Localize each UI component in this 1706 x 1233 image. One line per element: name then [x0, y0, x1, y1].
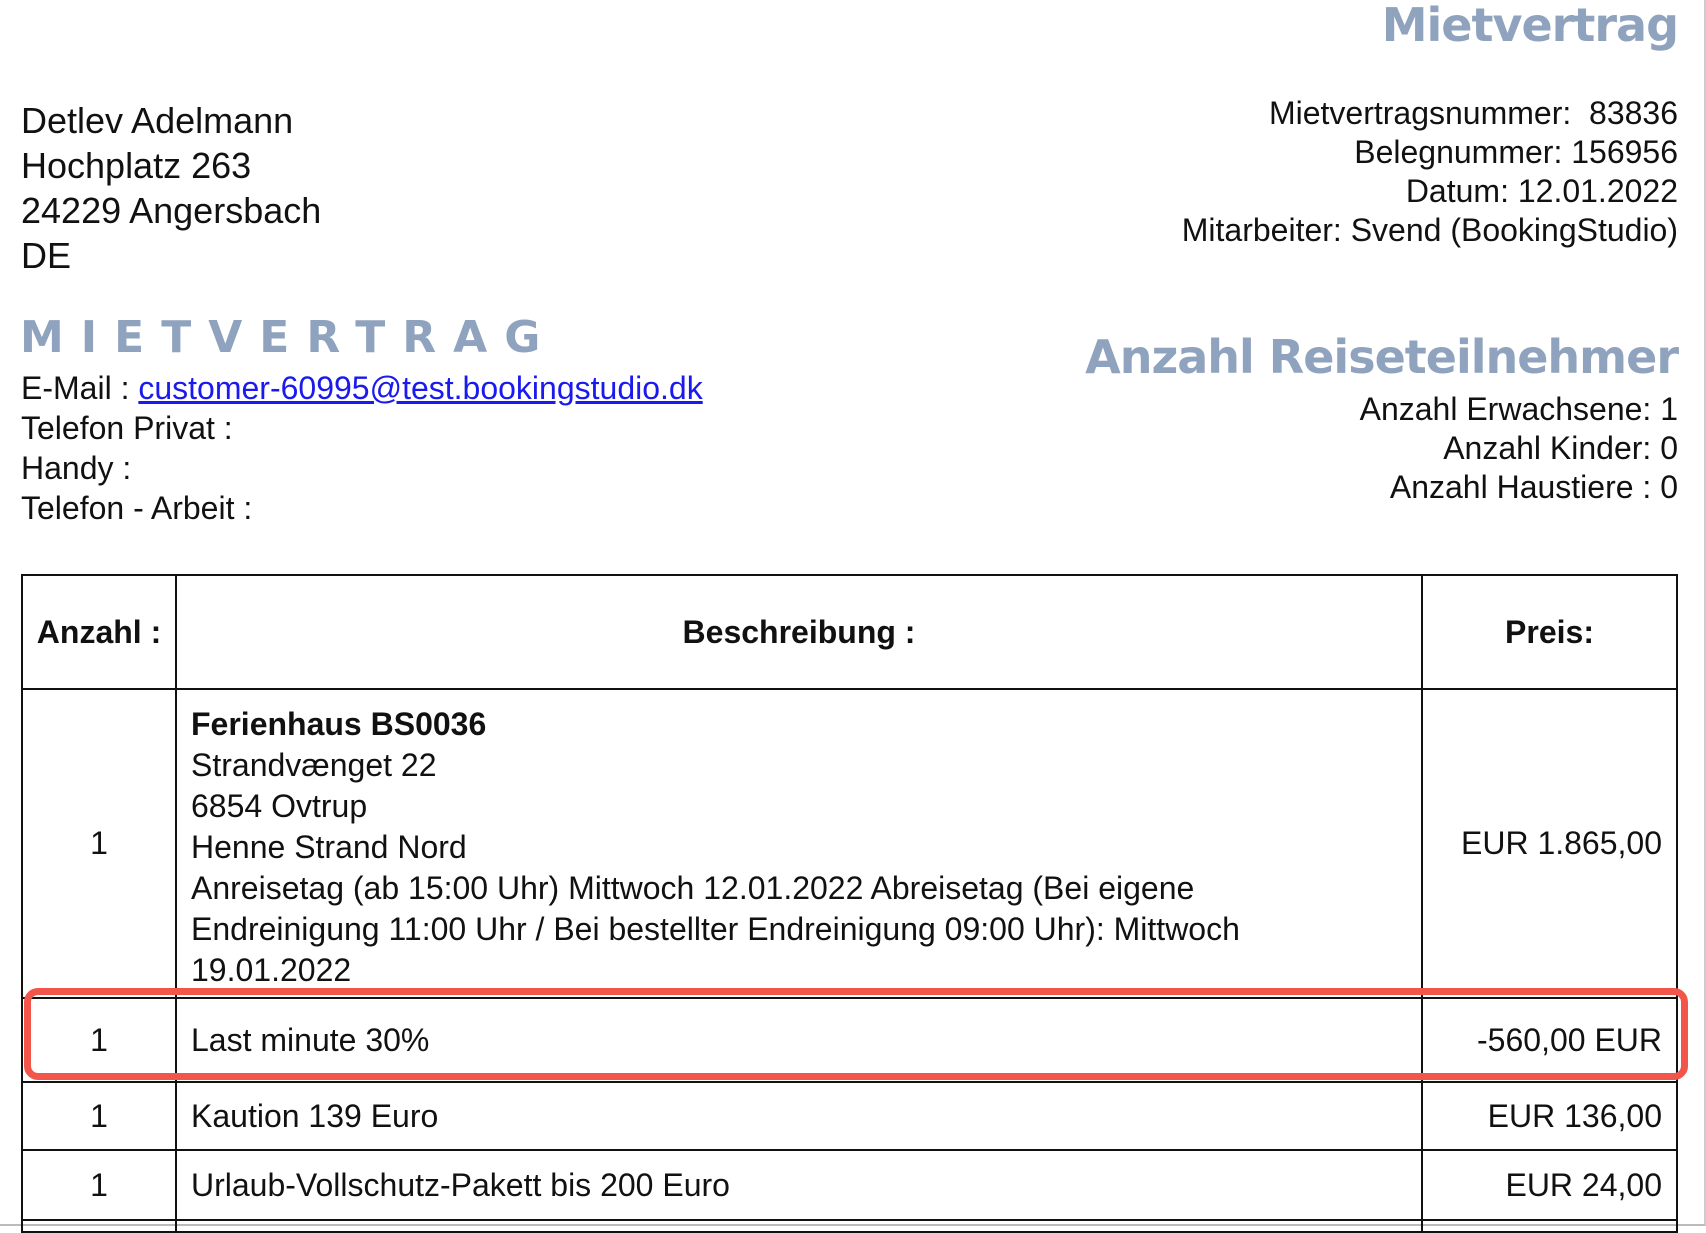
row-qty: 1	[21, 1149, 177, 1221]
highlight-box	[24, 988, 1688, 1080]
document-title: Mietvertrag	[1381, 0, 1679, 52]
contract-date: Datum: 12.01.2022	[1405, 173, 1678, 209]
pets-count: Anzahl Haustiere : 0	[1389, 469, 1678, 505]
table-row: 1 Ferienhaus BS0036 Strandvænget 22 6854…	[21, 688, 1678, 999]
contract-info: Mietvertragsnummer: 83836 Belegnummer: 1…	[1182, 94, 1678, 250]
table-row: 1 Kaution 139 Euro EUR 136,00	[21, 1081, 1678, 1151]
items-table: Anzahl : Beschreibung : Preis: 1 Ferienh…	[21, 574, 1678, 1233]
row-qty: 1	[21, 688, 177, 999]
children-count: Anzahl Kinder: 0	[1443, 430, 1678, 466]
table-row: 1 Urlaub-Vollschutz-Pakett bis 200 Euro …	[21, 1149, 1678, 1221]
voucher-number: Belegnummer: 156956	[1354, 134, 1678, 170]
phone-work: Telefon - Arbeit :	[21, 490, 253, 526]
email-label: E-Mail :	[21, 370, 139, 406]
email-link[interactable]: customer-60995@test.bookingstudio.dk	[138, 370, 703, 406]
phone-private: Telefon Privat :	[21, 410, 233, 446]
participants: Anzahl Erwachsene: 1 Anzahl Kinder: 0 An…	[1360, 390, 1678, 507]
customer-name: Detlev Adelmann	[21, 100, 294, 141]
property-street: Strandvænget 22	[191, 747, 437, 783]
row-price: EUR 136,00	[1421, 1081, 1678, 1151]
customer-city: 24229 Angersbach	[21, 190, 322, 231]
table-row: 1 Last minute 30% -560,00 EUR	[21, 997, 1678, 1083]
adults-count: Anzahl Erwachsene: 1	[1359, 391, 1678, 427]
property-title: Ferienhaus BS0036	[191, 706, 487, 742]
row-qty: 1	[21, 997, 177, 1083]
customer-address: Detlev Adelmann Hochplatz 263 24229 Ange…	[21, 98, 321, 278]
row-price: EUR 24,00	[1421, 1149, 1678, 1221]
customer-street: Hochplatz 263	[21, 145, 252, 186]
contract-number: Mietvertragsnummer: 83836	[1268, 95, 1678, 131]
section-title: MIETVERTRAG	[20, 312, 558, 363]
row-price: EUR 1.865,00	[1421, 688, 1678, 999]
mobile: Handy :	[21, 450, 132, 486]
header-price: Preis:	[1421, 574, 1678, 690]
row-description: Last minute 30%	[175, 997, 1423, 1083]
row-qty: 1	[21, 1081, 177, 1151]
contact-info: E-Mail : customer-60995@test.bookingstud…	[21, 368, 703, 528]
row-price: -560,00 EUR	[1421, 997, 1678, 1083]
stay-dates: Anreisetag (ab 15:00 Uhr) Mittwoch 12.01…	[191, 870, 1240, 988]
header-qty: Anzahl :	[21, 574, 177, 690]
row-description: Urlaub-Vollschutz-Pakett bis 200 Euro	[175, 1149, 1423, 1221]
email-row: E-Mail : customer-60995@test.bookingstud…	[21, 368, 703, 408]
participants-title: Anzahl Reiseteilnehmer	[1085, 330, 1679, 384]
table-row-cut	[21, 1219, 1678, 1233]
property-city: 6854 Ovtrup	[191, 788, 368, 824]
row-description: Kaution 139 Euro	[175, 1081, 1423, 1151]
customer-country: DE	[21, 235, 72, 276]
employee: Mitarbeiter: Svend (BookingStudio)	[1181, 212, 1678, 248]
header-description: Beschreibung :	[175, 574, 1423, 690]
row-description: Ferienhaus BS0036 Strandvænget 22 6854 O…	[175, 688, 1423, 999]
property-area: Henne Strand Nord	[191, 829, 467, 865]
table-header: Anzahl : Beschreibung : Preis:	[21, 574, 1678, 690]
